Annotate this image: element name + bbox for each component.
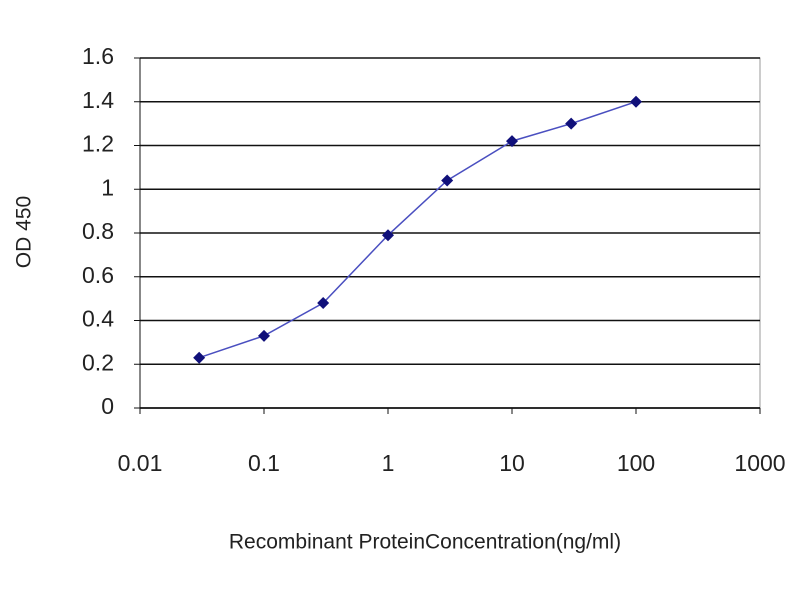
y-tick-label: 0 [101,393,114,419]
x-tick-label: 0.01 [118,450,163,476]
data-point [441,174,454,187]
x-tick-label: 10 [499,450,525,476]
data-point [506,135,518,148]
data-line [198,101,637,359]
y-tick-label: 1.6 [82,43,114,69]
data-point [193,351,206,364]
y-tick-label: 0.2 [82,349,114,375]
y-tick-label: 1 [101,174,114,200]
x-tick-label: 100 [617,450,655,476]
x-tick-label: 1 [382,450,395,476]
y-tick-label: 0.8 [82,218,114,244]
data-point [382,229,394,242]
y-tick-label: 1.2 [82,131,114,157]
data-point [565,117,578,130]
data-point [317,297,330,309]
y-tick-label: 0.6 [82,262,114,288]
x-tick-label: 1000 [734,450,785,476]
data-point [258,329,270,342]
data-point [630,95,642,108]
x-tick-label: 0.1 [248,450,280,476]
y-tick-label: 0.4 [82,306,114,332]
y-tick-label: 1.4 [82,87,114,113]
y-axis-label: OD 450 [13,196,36,268]
x-axis-label: Recombinant ProteinConcentration(ng/ml) [229,531,621,554]
